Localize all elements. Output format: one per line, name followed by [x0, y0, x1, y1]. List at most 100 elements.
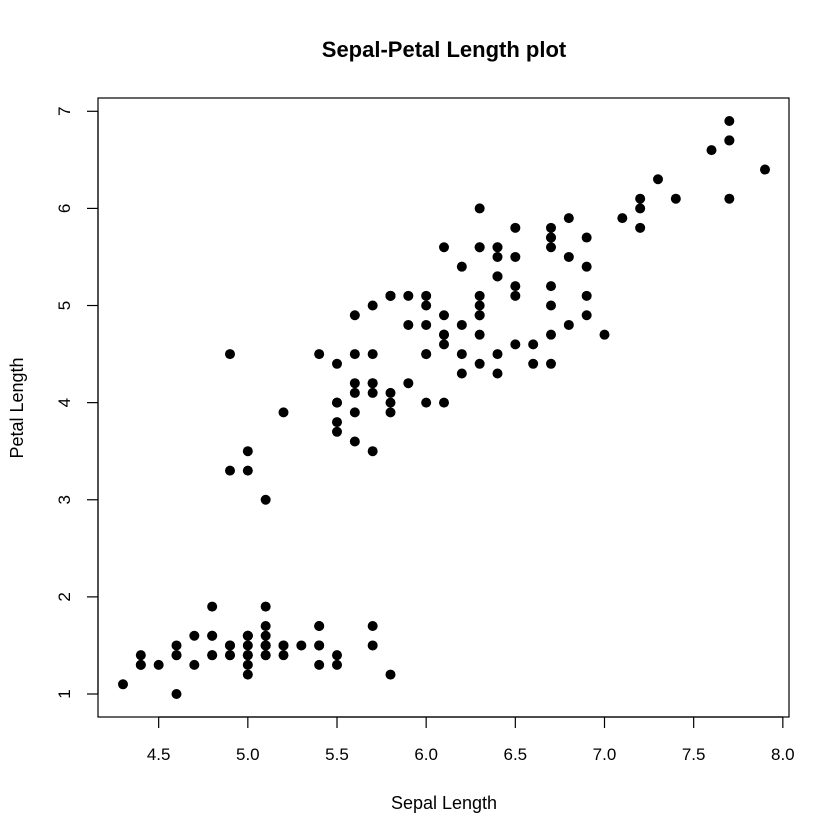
data-point — [153, 659, 164, 670]
data-point — [724, 193, 735, 204]
y-tick-label: 3 — [55, 495, 74, 504]
data-point — [421, 290, 432, 301]
data-point — [581, 261, 592, 272]
data-point — [332, 358, 342, 369]
data-point — [439, 329, 449, 340]
data-point — [474, 300, 485, 311]
data-point — [474, 358, 485, 369]
data-point — [617, 213, 628, 224]
data-point — [260, 630, 271, 641]
y-tick-label: 6 — [55, 204, 74, 213]
data-point — [492, 242, 503, 253]
data-point — [314, 640, 325, 651]
y-axis: 1 2 3 4 5 6 7 — [55, 107, 99, 699]
data-point — [385, 387, 396, 398]
data-point — [474, 290, 485, 301]
data-point — [260, 640, 271, 651]
data-points — [118, 116, 770, 699]
data-point — [367, 387, 378, 398]
data-point — [367, 378, 378, 389]
data-point — [581, 232, 592, 243]
data-point — [456, 319, 467, 330]
data-point — [528, 358, 539, 369]
data-point — [242, 465, 253, 476]
x-axis-label: Sepal Length — [391, 793, 497, 813]
chart-title: Sepal-Petal Length plot — [322, 37, 567, 62]
data-point — [189, 659, 200, 670]
data-point — [546, 281, 556, 292]
data-point — [242, 446, 253, 457]
x-tick-label: 6.0 — [414, 745, 438, 764]
data-point — [349, 310, 360, 321]
data-point — [563, 319, 574, 330]
data-point — [260, 601, 271, 612]
y-tick-label: 4 — [55, 398, 74, 407]
data-point — [171, 689, 182, 699]
data-point — [367, 300, 378, 311]
data-point — [492, 349, 503, 360]
data-point — [474, 242, 485, 253]
data-point — [421, 397, 432, 408]
data-point — [385, 290, 396, 301]
data-point — [724, 116, 735, 126]
data-point — [670, 193, 681, 204]
data-point — [332, 417, 342, 428]
data-point — [242, 640, 253, 651]
data-point — [367, 621, 378, 632]
data-point — [403, 378, 414, 389]
data-point — [546, 232, 556, 243]
data-point — [456, 349, 467, 360]
data-point — [492, 368, 503, 379]
y-tick-label: 7 — [55, 107, 74, 116]
data-point — [278, 650, 289, 661]
data-point — [332, 397, 342, 408]
data-point — [118, 679, 128, 690]
data-point — [260, 621, 271, 632]
x-tick-label: 7.5 — [682, 745, 706, 764]
data-point — [510, 339, 521, 350]
data-point — [242, 630, 253, 641]
data-point — [439, 310, 449, 321]
data-point — [242, 650, 253, 661]
data-point — [135, 659, 146, 670]
data-point — [635, 222, 646, 233]
data-point — [563, 213, 574, 224]
x-tick-label: 4.5 — [147, 745, 171, 764]
data-point — [760, 164, 770, 175]
data-point — [278, 407, 289, 418]
data-point — [403, 290, 414, 301]
data-point — [332, 659, 342, 670]
data-point — [474, 203, 485, 214]
data-point — [474, 310, 485, 321]
data-point — [314, 349, 325, 360]
y-tick-label: 5 — [55, 301, 74, 310]
data-point — [546, 329, 556, 340]
data-point — [439, 339, 449, 350]
data-point — [296, 640, 307, 651]
data-point — [349, 407, 360, 418]
y-tick-label: 2 — [55, 592, 74, 601]
data-point — [421, 319, 432, 330]
data-point — [278, 640, 289, 651]
x-tick-label: 5.5 — [325, 745, 349, 764]
data-point — [242, 669, 253, 680]
data-point — [546, 222, 556, 233]
data-point — [349, 349, 360, 360]
data-point — [456, 261, 467, 272]
x-tick-label: 8.0 — [771, 745, 795, 764]
data-point — [314, 659, 325, 670]
data-point — [260, 494, 271, 505]
data-point — [189, 630, 200, 641]
data-point — [367, 446, 378, 457]
data-point — [456, 368, 467, 379]
data-point — [403, 319, 414, 330]
data-point — [546, 358, 556, 369]
data-point — [135, 650, 146, 661]
data-point — [510, 281, 521, 292]
x-tick-label: 7.0 — [593, 745, 617, 764]
x-tick-label: 6.5 — [504, 745, 528, 764]
data-point — [635, 193, 646, 204]
data-point — [581, 310, 592, 321]
data-point — [599, 329, 610, 340]
